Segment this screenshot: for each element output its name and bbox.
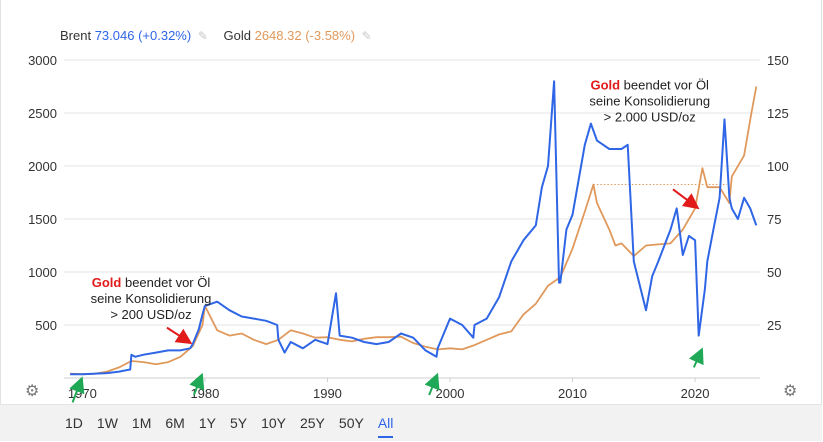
- green-arrow: [69, 376, 85, 403]
- legend-item-gold[interactable]: Gold 2648.32 (-3.58%) ✎: [224, 28, 372, 43]
- x-tick-label: 2020: [681, 386, 710, 401]
- range-buttons: 1D 1W 1M 6M 1Y 5Y 10Y 25Y 50Y All: [58, 415, 400, 438]
- y-left-tick-label: 1500: [28, 212, 57, 227]
- pencil-icon[interactable]: ✎: [361, 29, 372, 43]
- legend: Brent 73.046 (+0.32%) ✎ Gold 2648.32 (-3…: [60, 28, 384, 43]
- range-button-1m[interactable]: 1M: [131, 415, 152, 431]
- legend-gold-value: 2648.32 (-3.58%): [254, 28, 356, 43]
- legend-brent-name: Brent: [60, 28, 92, 43]
- y-right-tick-label: 75: [767, 212, 781, 227]
- y-right-tick-label: 125: [767, 106, 789, 121]
- x-tick-label: 2010: [558, 386, 587, 401]
- y-left-tick-label: 1000: [28, 265, 57, 280]
- y-left-tick-label: 3000: [28, 53, 57, 68]
- legend-item-brent[interactable]: Brent 73.046 (+0.32%) ✎: [60, 28, 212, 43]
- y-left-tick-label: 2500: [28, 106, 57, 121]
- x-tick-label: 1970: [68, 386, 97, 401]
- range-button-6m[interactable]: 6M: [165, 415, 185, 431]
- series-line-brent: [70, 80, 758, 376]
- range-button-all[interactable]: All: [377, 415, 394, 438]
- range-button-50y[interactable]: 50Y: [338, 415, 364, 431]
- y-right-tick-label: 150: [767, 53, 789, 68]
- green-arrow: [424, 372, 440, 396]
- range-button-10y[interactable]: 10Y: [261, 415, 286, 431]
- x-tick-label: 1990: [313, 386, 342, 401]
- pencil-icon[interactable]: ✎: [197, 29, 208, 43]
- range-button-25y[interactable]: 25Y: [299, 415, 325, 431]
- y-right-tick-label: 25: [767, 318, 781, 333]
- gear-icon[interactable]: ⚙: [783, 383, 798, 400]
- red-arrow: [166, 326, 193, 345]
- gear-icon[interactable]: ⚙: [25, 383, 40, 400]
- legend-gold-name: Gold: [223, 28, 251, 43]
- y-right-tick-label: 100: [767, 159, 789, 174]
- green-arrow: [189, 372, 205, 396]
- range-button-1w[interactable]: 1W: [96, 415, 118, 431]
- range-button-1y[interactable]: 1Y: [198, 415, 216, 431]
- annotation-text: Gold beendet vor Öl seine Konsolidierung >…: [91, 275, 212, 322]
- annotation-text: Gold beendet vor Öl seine Konsolidierung >…: [589, 78, 710, 125]
- y-left-tick-label: 500: [35, 318, 57, 333]
- range-selector-bar: 1D 1W 1M 6M 1Y 5Y 10Y 25Y 50Y All: [0, 404, 822, 441]
- range-button-1d[interactable]: 1D: [65, 415, 83, 431]
- red-arrow: [672, 188, 700, 210]
- range-button-5y[interactable]: 5Y: [229, 415, 248, 431]
- y-right-tick-label: 50: [767, 265, 781, 280]
- green-arrow: [688, 347, 704, 368]
- legend-brent-value: 73.046 (+0.32%): [94, 28, 192, 43]
- x-tick-label: 2000: [436, 386, 465, 401]
- y-left-tick-label: 2000: [28, 159, 57, 174]
